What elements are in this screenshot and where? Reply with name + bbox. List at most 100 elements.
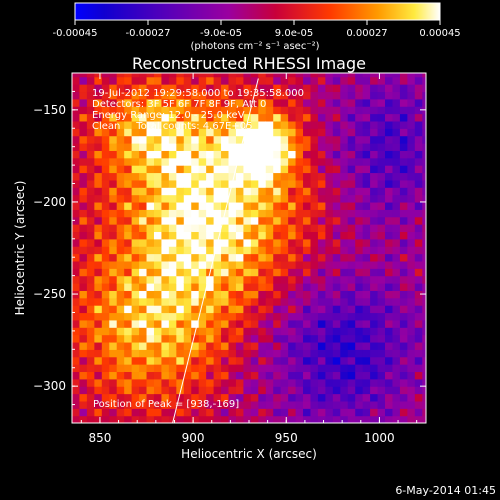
heatmap-cell bbox=[422, 305, 426, 314]
heatmap-cell bbox=[392, 253, 401, 262]
heatmap-cell bbox=[414, 415, 423, 423]
heatmap-cell bbox=[325, 393, 334, 402]
heatmap-cell bbox=[392, 371, 401, 380]
heatmap-cell bbox=[399, 209, 408, 218]
heatmap-cell bbox=[325, 201, 334, 210]
heatmap-cell bbox=[288, 341, 297, 350]
heatmap-cell bbox=[146, 172, 155, 181]
heatmap-cell bbox=[191, 246, 200, 255]
heatmap-cell bbox=[109, 319, 118, 328]
heatmap-cell bbox=[243, 356, 252, 365]
heatmap-cell bbox=[288, 305, 297, 314]
heatmap-cell bbox=[116, 113, 125, 122]
heatmap-cell bbox=[101, 143, 110, 151]
heatmap-cell bbox=[317, 194, 326, 203]
heatmap-cell bbox=[109, 356, 118, 365]
heatmap-cell bbox=[422, 194, 426, 203]
heatmap-cell bbox=[153, 187, 163, 196]
heatmap-cell bbox=[265, 297, 274, 306]
heatmap-cell bbox=[265, 187, 274, 196]
heatmap-cell bbox=[250, 98, 259, 107]
heatmap-cell bbox=[131, 224, 140, 233]
heatmap-cell bbox=[325, 356, 334, 365]
heatmap-cell bbox=[243, 312, 252, 321]
heatmap-cell bbox=[392, 415, 401, 423]
heatmap-cell bbox=[340, 209, 349, 218]
heatmap-cell bbox=[206, 408, 215, 417]
heatmap-cell bbox=[258, 386, 267, 395]
heatmap-cell bbox=[72, 341, 81, 350]
heatmap-cell bbox=[153, 135, 163, 144]
heatmap-cell bbox=[243, 216, 252, 225]
heatmap-cell bbox=[407, 120, 416, 129]
heatmap-cell bbox=[258, 283, 267, 291]
heatmap-cell bbox=[317, 319, 326, 328]
heatmap-cell bbox=[422, 73, 426, 78]
heatmap-cell bbox=[280, 209, 289, 218]
heatmap-cell bbox=[325, 106, 334, 115]
heatmap-cell bbox=[265, 209, 274, 218]
heatmap-cell bbox=[86, 157, 95, 166]
heatmap-cell bbox=[250, 371, 259, 380]
heatmap-cell bbox=[94, 172, 103, 181]
heatmap-cell bbox=[109, 231, 118, 240]
heatmap-cell bbox=[86, 216, 95, 225]
heatmap-cell bbox=[303, 150, 312, 159]
heatmap-cell bbox=[370, 356, 379, 365]
heatmap-cell bbox=[303, 216, 312, 225]
heatmap-cell bbox=[317, 393, 326, 402]
heatmap-cell bbox=[422, 224, 426, 233]
heatmap-cell bbox=[258, 128, 267, 137]
heatmap-cell bbox=[161, 76, 170, 85]
heatmap-cell bbox=[317, 73, 326, 78]
heatmap-cell bbox=[243, 378, 252, 387]
heatmap-cell bbox=[377, 179, 386, 188]
heatmap-cell bbox=[213, 305, 222, 314]
heatmap-cell bbox=[235, 341, 245, 350]
heatmap-cell bbox=[153, 143, 163, 151]
heatmap-cell bbox=[146, 334, 155, 343]
heatmap-cell bbox=[116, 408, 125, 417]
heatmap-cell bbox=[273, 157, 282, 166]
heatmap-cell bbox=[124, 76, 133, 85]
y-tick-label: −250 bbox=[33, 287, 66, 301]
heatmap-cell bbox=[191, 349, 200, 358]
heatmap-cell bbox=[139, 371, 148, 380]
heatmap-cell bbox=[191, 135, 200, 144]
heatmap-cell bbox=[355, 415, 364, 423]
heatmap-cell bbox=[377, 386, 386, 395]
x-tick-label: 950 bbox=[275, 431, 298, 445]
heatmap-cell bbox=[385, 120, 394, 129]
heatmap-cell bbox=[325, 275, 334, 284]
heatmap-cell bbox=[370, 327, 379, 336]
heatmap-cell bbox=[124, 341, 133, 350]
heatmap-cell bbox=[407, 349, 416, 358]
heatmap-cell bbox=[414, 231, 423, 240]
heatmap-cell bbox=[146, 246, 155, 255]
heatmap-cell bbox=[146, 165, 155, 174]
heatmap-cell bbox=[385, 187, 394, 196]
heatmap-cell bbox=[347, 84, 356, 93]
heatmap-cell bbox=[198, 143, 207, 151]
heatmap-cell bbox=[109, 135, 118, 144]
heatmap-cell bbox=[392, 246, 401, 255]
heatmap-cell bbox=[183, 415, 192, 423]
heatmap-cell bbox=[332, 224, 341, 233]
heatmap-cell bbox=[317, 187, 326, 196]
heatmap-cell bbox=[340, 128, 349, 137]
heatmap-cell bbox=[183, 150, 192, 159]
heatmap-cell bbox=[191, 364, 200, 373]
heatmap-cell bbox=[347, 334, 356, 343]
heatmap-cell bbox=[370, 341, 379, 350]
heatmap-cell bbox=[183, 98, 192, 107]
heatmap-cell bbox=[399, 364, 408, 373]
heatmap-cell bbox=[191, 283, 200, 291]
heatmap-cell bbox=[183, 283, 192, 291]
heatmap-cell bbox=[258, 334, 267, 343]
heatmap-cell bbox=[206, 290, 215, 299]
heatmap-cell bbox=[198, 157, 207, 166]
heatmap-cell bbox=[310, 179, 319, 188]
heatmap-cell bbox=[347, 231, 356, 240]
heatmap-cell bbox=[243, 209, 252, 218]
heatmap-cell bbox=[325, 73, 334, 78]
